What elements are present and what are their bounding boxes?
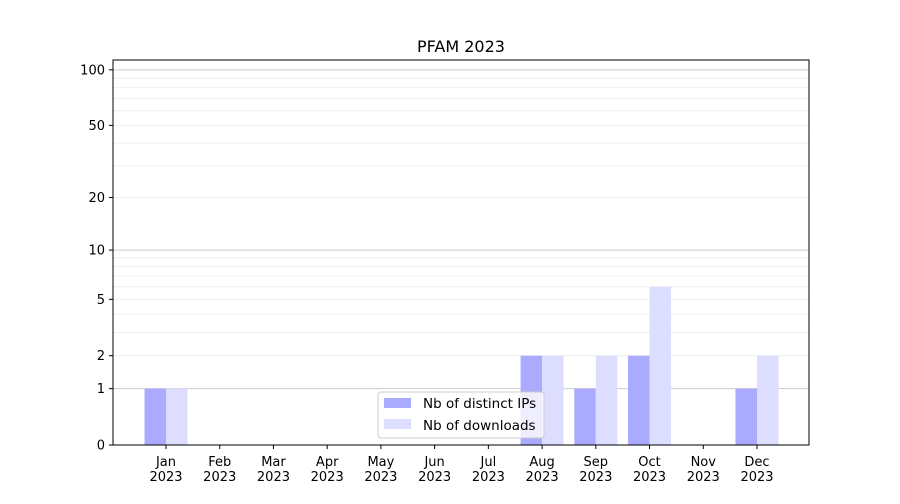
x-tick-label: May xyxy=(367,455,394,470)
legend: Nb of distinct IPs Nb of downloads xyxy=(377,391,545,439)
x-tick-label: 2023 xyxy=(257,470,290,485)
x-tick-label: Nov xyxy=(691,455,717,470)
x-tick-label: Aug xyxy=(529,455,554,470)
x-tick-label: Oct xyxy=(638,455,660,470)
bar-downloads xyxy=(595,355,618,445)
legend-swatch-downloads xyxy=(384,419,411,429)
y-tick-label: 1 xyxy=(97,382,105,397)
x-tick-label: 2023 xyxy=(526,470,559,485)
y-tick-label: 50 xyxy=(88,119,105,134)
y-tick-label: 100 xyxy=(80,63,105,78)
legend-label-downloads: Nb of downloads xyxy=(423,418,536,434)
x-tick-label: 2023 xyxy=(579,470,612,485)
y-tick-label: 0 xyxy=(97,439,105,454)
y-tick-label: 2 xyxy=(97,349,105,364)
x-axis: Jan2023Feb2023Mar2023Apr2023May2023Jun20… xyxy=(149,445,774,485)
grid-lines xyxy=(113,69,809,390)
x-tick-label: 2023 xyxy=(687,470,720,485)
bar-downloads xyxy=(649,286,672,445)
legend-swatch-ips xyxy=(384,398,411,408)
bar-downloads xyxy=(542,355,564,445)
x-tick-label: Sep xyxy=(584,455,609,470)
y-axis: 0 1 2 5 10 20 50 100 xyxy=(80,63,113,454)
chart-title: PFAM 2023 xyxy=(417,37,505,56)
bar-distinct-ips xyxy=(628,355,650,445)
x-tick-label: 2023 xyxy=(418,470,451,485)
bar-distinct-ips xyxy=(144,388,166,445)
x-tick-label: 2023 xyxy=(364,470,397,485)
y-tick-label: 10 xyxy=(88,244,105,259)
legend-label-ips: Nb of distinct IPs xyxy=(423,396,536,412)
x-tick-label: 2023 xyxy=(311,470,344,485)
x-tick-label: Dec xyxy=(744,455,769,470)
x-tick-label: Jun xyxy=(423,455,444,470)
x-tick-label: Mar xyxy=(261,455,286,470)
x-tick-label: 2023 xyxy=(633,470,666,485)
bar-distinct-ips xyxy=(735,388,757,445)
bar-downloads xyxy=(757,355,779,445)
x-tick-label: 2023 xyxy=(472,470,505,485)
bar-distinct-ips xyxy=(574,388,596,445)
x-tick-label: 2023 xyxy=(149,470,182,485)
x-tick-label: Apr xyxy=(316,455,339,470)
x-tick-label: 2023 xyxy=(203,470,236,485)
plot-frame xyxy=(112,59,810,446)
legend-frame xyxy=(377,391,545,439)
bars xyxy=(144,286,779,445)
y-tick-label: 20 xyxy=(88,191,105,206)
y-tick-label: 5 xyxy=(97,293,105,308)
bar-downloads xyxy=(166,388,188,445)
x-tick-label: Jan xyxy=(155,455,176,470)
x-tick-label: Feb xyxy=(208,455,231,470)
x-tick-label: 2023 xyxy=(740,470,773,485)
x-tick-label: Jul xyxy=(480,455,497,470)
